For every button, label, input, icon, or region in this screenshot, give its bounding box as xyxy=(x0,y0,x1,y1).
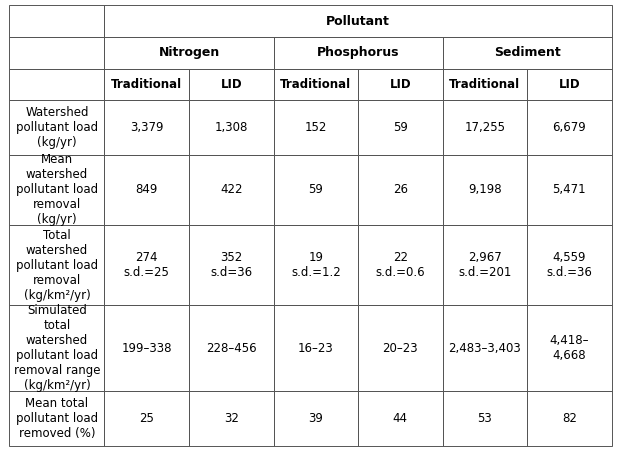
Text: 59: 59 xyxy=(309,184,324,196)
Text: Traditional: Traditional xyxy=(450,78,520,91)
Text: 274
s.d.=25: 274 s.d.=25 xyxy=(124,251,170,279)
Text: Total
watershed
pollutant load
removal
(kg/km²/yr): Total watershed pollutant load removal (… xyxy=(16,229,98,302)
Text: 2,483–3,403: 2,483–3,403 xyxy=(448,342,521,355)
Bar xyxy=(274,225,358,305)
Bar xyxy=(527,305,612,391)
Bar xyxy=(527,391,612,446)
Text: LID: LID xyxy=(559,78,580,91)
Text: 59: 59 xyxy=(393,121,408,134)
Text: 82: 82 xyxy=(562,412,577,425)
Bar xyxy=(443,100,527,155)
Text: 19
s.d.=1.2: 19 s.d.=1.2 xyxy=(291,251,341,279)
Bar xyxy=(527,225,612,305)
Text: Pollutant: Pollutant xyxy=(326,15,390,28)
Bar xyxy=(358,69,443,100)
Text: 9,198: 9,198 xyxy=(468,184,502,196)
Bar xyxy=(9,225,104,305)
Text: 16–23: 16–23 xyxy=(298,342,333,355)
Text: 199–338: 199–338 xyxy=(122,342,172,355)
Text: LID: LID xyxy=(389,78,411,91)
Text: 53: 53 xyxy=(478,412,492,425)
Text: 3,379: 3,379 xyxy=(130,121,163,134)
Bar xyxy=(104,5,612,37)
Bar xyxy=(358,155,443,225)
Bar xyxy=(527,155,612,225)
Text: LID: LID xyxy=(220,78,242,91)
Bar xyxy=(189,100,274,155)
Text: 6,679: 6,679 xyxy=(553,121,586,134)
Bar xyxy=(9,5,104,37)
Text: 17,255: 17,255 xyxy=(465,121,505,134)
Bar xyxy=(443,69,527,100)
Text: Sediment: Sediment xyxy=(494,46,561,59)
Bar xyxy=(104,305,189,391)
Text: Watershed
pollutant load
(kg/yr): Watershed pollutant load (kg/yr) xyxy=(16,106,98,149)
Bar xyxy=(9,100,104,155)
Text: 5,471: 5,471 xyxy=(553,184,586,196)
Bar xyxy=(274,100,358,155)
Text: 39: 39 xyxy=(309,412,324,425)
Bar xyxy=(9,391,104,446)
Bar xyxy=(104,100,189,155)
Bar xyxy=(358,305,443,391)
Bar xyxy=(104,37,274,69)
Bar xyxy=(104,155,189,225)
Bar xyxy=(189,391,274,446)
Bar xyxy=(443,391,527,446)
Bar xyxy=(104,225,189,305)
Text: 422: 422 xyxy=(220,184,243,196)
Text: 1,308: 1,308 xyxy=(215,121,248,134)
Text: 152: 152 xyxy=(305,121,327,134)
Bar xyxy=(104,69,189,100)
Text: 22
s.d.=0.6: 22 s.d.=0.6 xyxy=(376,251,425,279)
Text: 4,559
s.d.=36: 4,559 s.d.=36 xyxy=(546,251,592,279)
Bar xyxy=(274,305,358,391)
Bar xyxy=(274,69,358,100)
Bar xyxy=(189,69,274,100)
Text: 26: 26 xyxy=(393,184,408,196)
Text: Simulated
total
watershed
pollutant load
removal range
(kg/km²/yr): Simulated total watershed pollutant load… xyxy=(14,304,100,392)
Bar xyxy=(274,37,443,69)
Text: 20–23: 20–23 xyxy=(383,342,418,355)
Text: 2,967
s.d.=201: 2,967 s.d.=201 xyxy=(458,251,512,279)
Bar xyxy=(189,225,274,305)
Bar xyxy=(9,69,104,100)
Text: 32: 32 xyxy=(224,412,238,425)
Bar xyxy=(358,391,443,446)
Bar xyxy=(443,305,527,391)
Text: 849: 849 xyxy=(135,184,158,196)
Text: 25: 25 xyxy=(139,412,154,425)
Text: Mean total
pollutant load
removed (%): Mean total pollutant load removed (%) xyxy=(16,397,98,440)
Bar xyxy=(189,305,274,391)
Text: Traditional: Traditional xyxy=(111,78,183,91)
Text: 44: 44 xyxy=(393,412,408,425)
Text: Mean
watershed
pollutant load
removal
(kg/yr): Mean watershed pollutant load removal (k… xyxy=(16,153,98,226)
Text: Phosphorus: Phosphorus xyxy=(317,46,399,59)
Bar xyxy=(527,100,612,155)
Text: 4,418–
4,668: 4,418– 4,668 xyxy=(550,334,589,362)
Bar xyxy=(358,100,443,155)
Bar xyxy=(189,155,274,225)
Text: 352
s.d=36: 352 s.d=36 xyxy=(211,251,252,279)
Bar xyxy=(443,225,527,305)
Text: Nitrogen: Nitrogen xyxy=(158,46,220,59)
Bar xyxy=(9,37,104,69)
Bar xyxy=(358,225,443,305)
Bar xyxy=(443,155,527,225)
Bar xyxy=(527,69,612,100)
Bar xyxy=(9,305,104,391)
Bar xyxy=(274,391,358,446)
Bar xyxy=(104,391,189,446)
Bar xyxy=(9,155,104,225)
Text: 228–456: 228–456 xyxy=(206,342,256,355)
Text: Traditional: Traditional xyxy=(280,78,351,91)
Bar xyxy=(443,37,612,69)
Bar xyxy=(274,155,358,225)
